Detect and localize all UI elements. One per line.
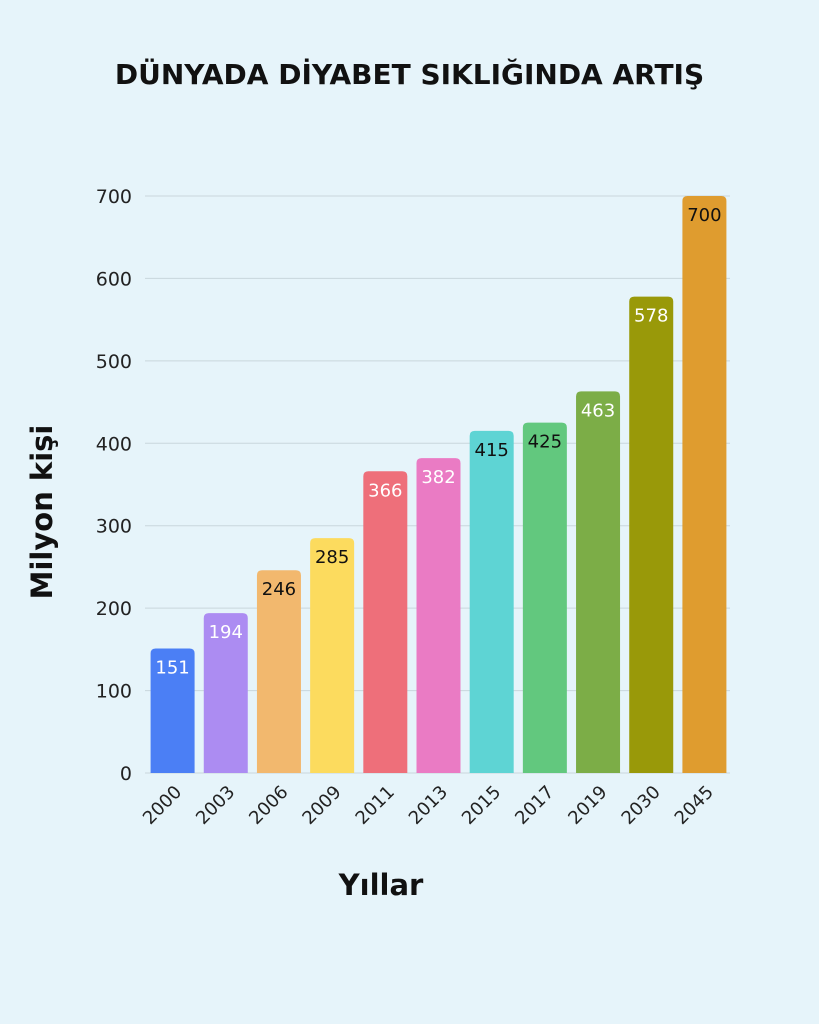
bar-2011 [363,471,408,773]
data-label-2013: 382 [421,467,455,488]
data-label-2003: 194 [209,622,243,643]
bar-2030 [629,296,674,773]
data-labels: 151 194 246 285 366 382 415 425 463 578 700 [155,205,721,679]
x-axis-ticks: 2000 2003 2006 2009 2011 2013 2015 2017 2019 2030… [139,782,718,829]
data-label-2030: 578 [634,306,668,327]
data-label-2011: 366 [368,480,402,501]
y-tick-label: 400 [96,433,132,455]
data-label-2009: 285 [315,547,349,568]
bar-2003 [203,613,248,773]
x-tick-label-2009: 2009 [298,782,345,829]
x-tick-label-2006: 2006 [245,782,292,829]
y-tick-label: 500 [96,351,132,373]
bar-2019 [576,391,621,773]
bar-2015 [469,430,514,773]
x-tick-label-2017: 2017 [511,782,558,829]
bars [150,196,727,773]
x-tick-label-2045: 2045 [671,782,718,829]
data-label-2006: 246 [262,579,296,600]
bar-2000 [150,648,195,773]
x-tick-label-2013: 2013 [405,782,452,829]
data-label-2015: 415 [475,440,509,461]
y-tick-label: 600 [96,268,132,290]
y-tick-label: 0 [120,763,132,785]
data-label-2017: 425 [528,432,562,453]
x-tick-label-2030: 2030 [618,782,665,829]
y-axis-title: Milyon kişi [25,425,59,600]
y-tick-label: 200 [96,598,132,620]
y-tick-label: 300 [96,516,132,538]
y-tick-label: 700 [96,186,132,208]
bar-2006 [256,570,301,773]
x-tick-label-2011: 2011 [352,782,399,829]
bar-2017 [522,422,567,773]
x-tick-label-2003: 2003 [192,782,239,829]
data-label-2045: 700 [687,205,721,226]
y-axis-ticks: 0 100 200 300 400 500 600 700 [96,186,132,785]
x-tick-label-2000: 2000 [139,782,186,829]
data-label-2019: 463 [581,400,615,421]
bar-2009 [310,538,355,773]
x-tick-label-2019: 2019 [564,782,611,829]
x-axis-title: Yıllar [338,868,424,902]
data-label-2000: 151 [155,658,189,679]
bar-2045 [682,196,727,773]
chart-title: DÜNYADA DİYABET SIKLIĞINDA ARTIŞ [114,58,705,91]
bar-2013 [416,458,461,773]
y-tick-label: 100 [96,681,132,703]
x-tick-label-2015: 2015 [458,782,505,829]
